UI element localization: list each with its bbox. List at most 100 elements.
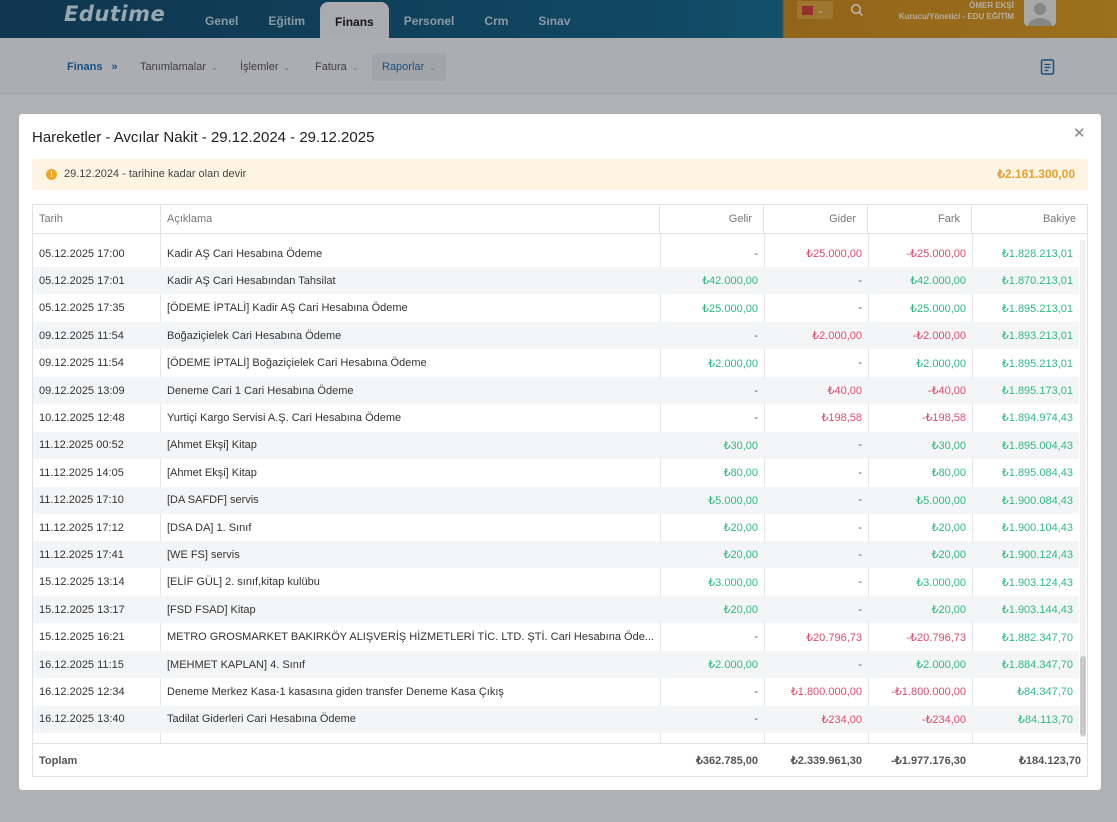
tab-crm[interactable]: Crm bbox=[484, 13, 509, 28]
cell-tarih: 15.12.2025 13:14 bbox=[39, 576, 125, 589]
menu-fatura[interactable]: Fatura ⌄ bbox=[305, 53, 369, 81]
cell-aciklama: [Ahmet Ekşi] Kitap bbox=[167, 439, 257, 452]
table-row[interactable]: 16.12.2025 11:15 [MEHMET KAPLAN] 4. Sınıf… bbox=[33, 651, 1079, 678]
table-row[interactable]: 09.12.2025 11:54 [ÖDEME İPTALİ] Boğaziçie… bbox=[33, 350, 1079, 377]
cell-aciklama: Deneme Cari 1 Cari Hesabına Ödeme bbox=[167, 384, 354, 397]
scrollbar[interactable] bbox=[1080, 240, 1086, 737]
cell-bakiye: ₺1.903.124,43 bbox=[1001, 576, 1073, 589]
cell-tarih: 15.12.2025 13:17 bbox=[39, 603, 125, 616]
cell-fark: -₺40,00 bbox=[927, 385, 966, 397]
menu-tanimlamalar[interactable]: Tanımlamalar ⌄ bbox=[130, 53, 228, 81]
cell-bakiye: ₺1.895.004,43 bbox=[1001, 439, 1073, 452]
cell-gelir: - bbox=[754, 411, 758, 424]
carryover-amount: ₺2.161.300,00 bbox=[997, 167, 1075, 181]
cell-fark: ₺20,00 bbox=[931, 522, 966, 534]
table-row[interactable]: 05.12.2025 17:00 Kadir AŞ Cari Hesabına Ö… bbox=[33, 240, 1079, 267]
table-row[interactable]: 15.12.2025 13:17 [FSD FSAD] Kitap ₺20,00 - ₺… bbox=[33, 596, 1079, 624]
table-row[interactable]: 15.12.2025 16:21 METRO GROSMARKET BAKIRKÖ… bbox=[33, 624, 1079, 651]
cell-tarih: 05.12.2025 17:00 bbox=[39, 247, 125, 260]
cell-bakiye: ₺1.895.173,01 bbox=[1001, 385, 1073, 397]
cell-tarih: 16.12.2025 12:34 bbox=[39, 685, 125, 698]
cell-gelir: - bbox=[754, 247, 758, 260]
cell-bakiye: ₺1.900.084,43 bbox=[1001, 494, 1073, 507]
table-row[interactable]: 16.12.2025 13:40 Tadilat Giderleri Cari H… bbox=[33, 705, 1079, 733]
table-row[interactable]: 15.12.2025 13:14 [ELİF GÜL] 2. sınıf,kita… bbox=[33, 569, 1079, 596]
scrollbar-thumb[interactable] bbox=[1080, 656, 1086, 736]
cell-tarih: 11.12.2025 00:52 bbox=[39, 439, 124, 452]
cell-bakiye: ₺1.903.144,43 bbox=[1001, 604, 1073, 617]
cell-gider: - bbox=[858, 658, 862, 671]
cell-tarih: 16.12.2025 13:40 bbox=[39, 713, 125, 726]
table-row[interactable]: 10.12.2025 12:48 Yurtiçi Kargo Servisi A.… bbox=[33, 404, 1079, 431]
tab-personel[interactable]: Personel bbox=[403, 13, 455, 28]
breadcrumb-finans: Finans bbox=[67, 61, 103, 73]
table-row[interactable]: 11.12.2025 00:52 [Ahmet Ekşi] Kitap ₺30,00… bbox=[33, 431, 1079, 459]
table-row[interactable]: 11.12.2025 17:12 [DSA DA] 1. Sınıf ₺20,00 -… bbox=[33, 514, 1079, 541]
chevron-down-icon: ⌄ bbox=[211, 62, 218, 72]
cell-tarih: 09.12.2025 13:09 bbox=[39, 384, 125, 397]
header-gelir[interactable]: Gelir bbox=[660, 205, 764, 233]
cell-gider: ₺234,00 bbox=[821, 713, 862, 726]
language-selector[interactable]: ⌄ bbox=[796, 0, 834, 20]
table-row[interactable]: 11.12.2025 14:05 [Ahmet Ekşi] Kitap ₺80,00… bbox=[33, 459, 1079, 486]
cell-aciklama: [DA SAFDF] servis bbox=[167, 494, 259, 507]
table-row[interactable]: 11.12.2025 17:10 [DA SAFDF] servis ₺5.000,… bbox=[33, 486, 1079, 514]
cell-bakiye: ₺1.900.104,43 bbox=[1001, 522, 1073, 534]
turkey-flag-icon bbox=[802, 5, 813, 15]
header-bakiye[interactable]: Bakiye bbox=[1042, 213, 1076, 225]
cell-gider: - bbox=[858, 274, 862, 287]
menu-raporlar[interactable]: Raporlar ⌄ bbox=[372, 53, 446, 81]
cell-aciklama: METRO GROSMARKET BAKIRKÖY ALIŞVERİŞ HİZM… bbox=[167, 631, 654, 644]
cell-gider: - bbox=[858, 466, 862, 479]
table-header: Tarih Açıklama Gelir Gider Fark Bakiye bbox=[33, 205, 1087, 234]
menu-label: Raporlar bbox=[382, 61, 425, 73]
close-icon: ✕ bbox=[1073, 125, 1086, 142]
cell-tarih: 10.12.2025 12:48 bbox=[39, 411, 125, 424]
cell-gelir: - bbox=[754, 631, 758, 644]
cell-aciklama: Deneme Merkez Kasa-1 kasasına giden tran… bbox=[167, 685, 504, 698]
cell-aciklama: [ÖDEME İPTALİ] Kadir AŞ Cari Hesabına Öd… bbox=[167, 302, 408, 315]
cell-gelir: ₺5.000,00 bbox=[708, 494, 758, 507]
tab-genel[interactable]: Genel bbox=[205, 13, 239, 28]
table-body[interactable]: 05.12.2025 17:00 Kadir AŞ Cari Hesabına Ö… bbox=[33, 240, 1079, 737]
table-row[interactable]: 09.12.2025 13:09 Deneme Cari 1 Cari Hesab… bbox=[33, 377, 1079, 404]
cell-aciklama: [ÖDEME İPTALİ] Boğaziçielek Cari Hesabın… bbox=[167, 357, 427, 370]
tab-egitim[interactable]: Eğitim bbox=[268, 13, 306, 28]
tab-sinav[interactable]: Sınav bbox=[538, 13, 571, 28]
header-gider[interactable]: Gider bbox=[764, 205, 868, 233]
app-logo[interactable]: Edutime bbox=[64, 2, 166, 26]
table-row[interactable]: 11.12.2025 17:41 [WE FS] servis ₺20,00 - ₺20… bbox=[33, 541, 1079, 569]
cell-gelir: ₺20,00 bbox=[723, 549, 758, 562]
table-row[interactable]: 05.12.2025 17:01 Kadir AŞ Cari Hesabından… bbox=[33, 267, 1079, 295]
cell-tarih: 11.12.2025 17:12 bbox=[39, 521, 124, 534]
cell-bakiye: ₺1.828.213,01 bbox=[1001, 248, 1073, 260]
search-icon[interactable] bbox=[850, 3, 864, 17]
cell-tarih: 15.12.2025 16:21 bbox=[39, 631, 125, 644]
breadcrumb[interactable]: Finans » bbox=[57, 53, 128, 81]
cell-bakiye: ₺1.884.347,70 bbox=[1001, 659, 1073, 671]
menu-label: Fatura bbox=[315, 61, 347, 73]
table-row[interactable]: 16.12.2025 12:34 Deneme Merkez Kasa-1 kas… bbox=[33, 678, 1079, 705]
cell-fark: -₺198,58 bbox=[921, 412, 966, 425]
chevron-down-icon: ⌄ bbox=[429, 62, 436, 72]
user-info[interactable]: ÖMER EKŞİ Kurucu/Yönetici - EDU EĞİTİM bbox=[880, 0, 1014, 22]
cell-tarih: 09.12.2025 11:54 bbox=[39, 357, 124, 370]
cell-gelir: ₺3.000,00 bbox=[708, 576, 758, 589]
avatar[interactable] bbox=[1024, 0, 1056, 26]
warning-icon: ! bbox=[46, 169, 57, 180]
cell-fark: ₺3.000,00 bbox=[916, 576, 966, 589]
close-button[interactable]: ✕ bbox=[1073, 124, 1086, 142]
document-icon[interactable] bbox=[1040, 58, 1056, 76]
cell-fark: -₺25.000,00 bbox=[906, 248, 966, 260]
tab-finans[interactable]: Finans bbox=[320, 2, 389, 38]
header-aciklama[interactable]: Açıklama bbox=[161, 205, 660, 233]
cell-fark: -₺234,00 bbox=[921, 713, 966, 726]
cell-aciklama: Yurtiçi Kargo Servisi A.Ş. Cari Hesabına… bbox=[167, 411, 402, 424]
table-row[interactable]: 09.12.2025 11:54 Boğaziçielek Cari Hesabı… bbox=[33, 322, 1079, 350]
menu-islemler[interactable]: İşlemler ⌄ bbox=[230, 53, 300, 81]
cell-aciklama: Boğaziçielek Cari Hesabına Ödeme bbox=[167, 329, 342, 342]
header-tarih[interactable]: Tarih bbox=[33, 205, 161, 233]
table-row[interactable]: 05.12.2025 17:35 [ÖDEME İPTALİ] Kadir AŞ … bbox=[33, 295, 1079, 322]
cell-gider: - bbox=[858, 494, 862, 507]
header-fark[interactable]: Fark bbox=[868, 205, 972, 233]
